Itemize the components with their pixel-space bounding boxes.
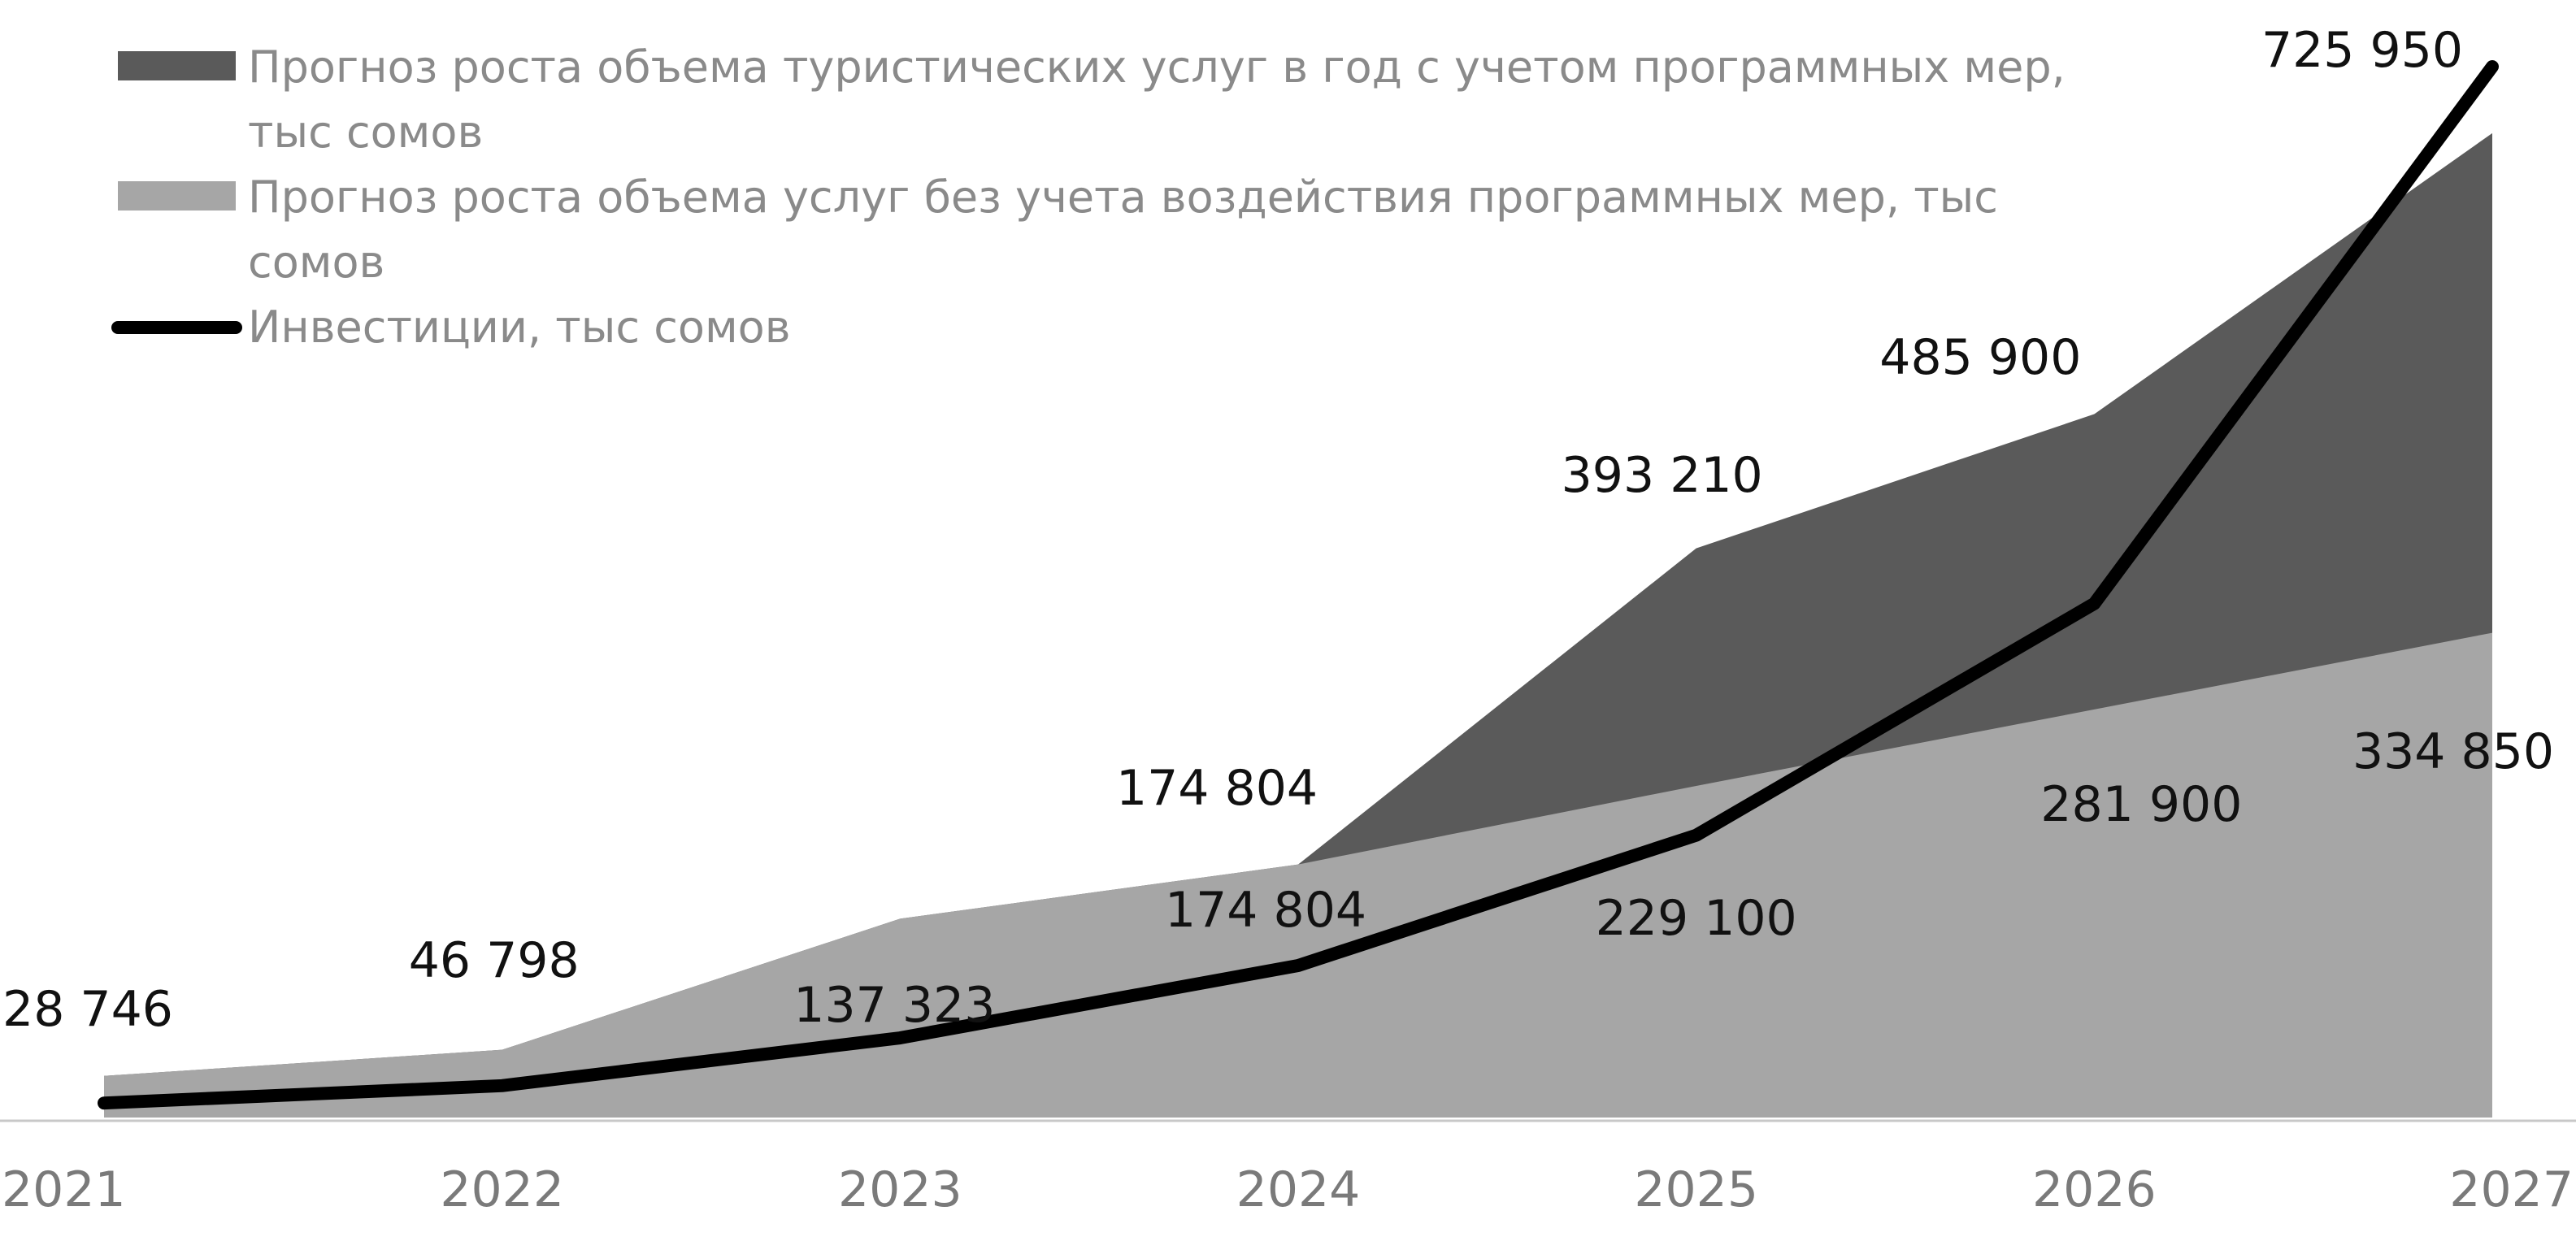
legend-label-investments-line-1: Инвестиции, тыс сомов bbox=[248, 302, 791, 353]
legend: Прогноз роста объема туристических услуг… bbox=[111, 41, 2066, 353]
legend-swatch-without_program bbox=[118, 181, 236, 211]
x-tick-label-2027: 2027 bbox=[2449, 1161, 2574, 1218]
data-label-investments-2024: 174 804 bbox=[1165, 882, 1366, 939]
area-without_program bbox=[104, 632, 2492, 1118]
data-label-with_program-2026: 485 900 bbox=[1879, 329, 2081, 386]
line-layer bbox=[98, 60, 2499, 1110]
labels-layer: 174 804 393 210 485 900 28 746 46 798 137 323… bbox=[2, 22, 2554, 1038]
data-label-investments-2025: 229 100 bbox=[1596, 890, 1797, 947]
legend-label-with_program-line-1: Прогноз роста объема туристических услуг… bbox=[248, 41, 2066, 93]
data-label-without_program-2026: 281 900 bbox=[2040, 776, 2242, 833]
x-tick-label-2025: 2025 bbox=[1634, 1161, 1758, 1218]
data-label-without_program-2022: 46 798 bbox=[409, 932, 580, 989]
areas-layer bbox=[104, 132, 2492, 1118]
x-tick-label-2022: 2022 bbox=[440, 1161, 564, 1218]
x-tick-label-2023: 2023 bbox=[838, 1161, 962, 1218]
data-label-without_program-2027: 334 850 bbox=[2352, 723, 2554, 780]
data-label-without_program-2023: 137 323 bbox=[793, 977, 995, 1034]
legend-label-with_program-line-2: тыс сомов bbox=[248, 106, 483, 158]
x-axis-ticks: 2021 2022 2023 2024 2025 2026 2027 bbox=[2, 1161, 2574, 1218]
x-tick-label-2026: 2026 bbox=[2032, 1161, 2157, 1218]
data-label-investments-2027: 725 950 bbox=[2261, 22, 2463, 79]
legend-label-without_program-line-1: Прогноз роста объема услуг без учета воз… bbox=[248, 171, 1998, 223]
x-tick-label-2021: 2021 bbox=[2, 1161, 126, 1218]
legend-swatch-with_program bbox=[118, 51, 236, 80]
x-tick-label-2024: 2024 bbox=[1236, 1161, 1361, 1218]
data-label-without_program-2021: 28 746 bbox=[2, 981, 173, 1038]
line-investments bbox=[98, 60, 2499, 1110]
data-label-with_program-2024: 174 804 bbox=[1116, 760, 1318, 817]
legend-label-without_program-line-2: сомов bbox=[248, 237, 384, 288]
data-label-with_program-2025: 393 210 bbox=[1562, 447, 1763, 504]
